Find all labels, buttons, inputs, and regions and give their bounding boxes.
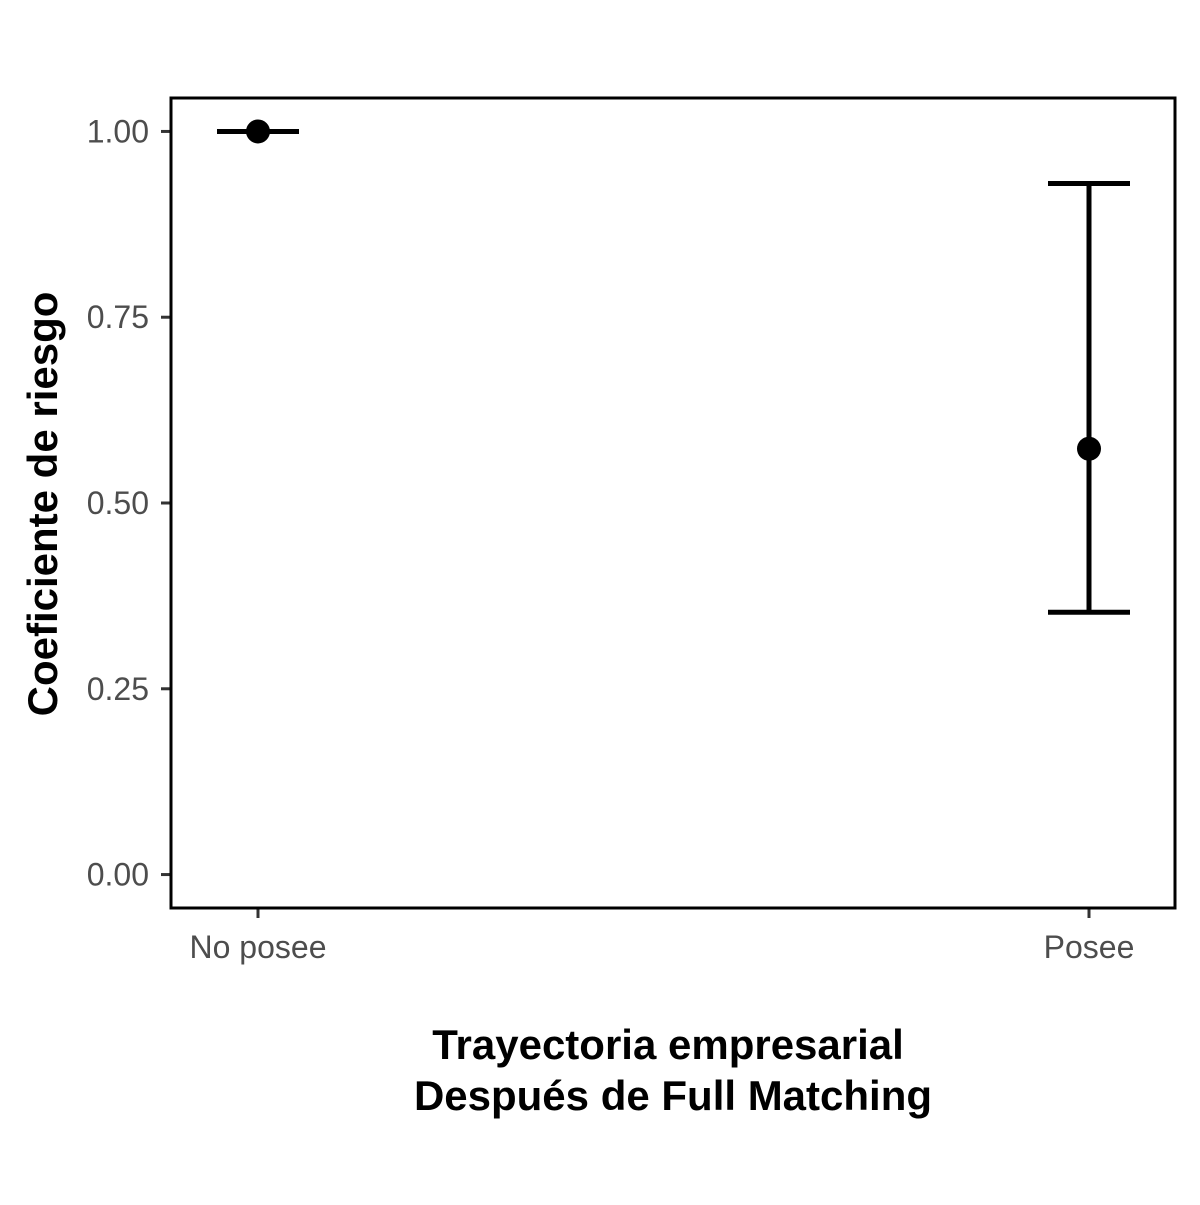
plot-panel-background [171,98,1175,908]
x-axis-title-line-2: Después de Full Matching [414,1072,932,1119]
y-axis-title: Coeficiente de riesgo [19,292,66,717]
x-axis-title-line-1: Trayectoria empresarial [432,1021,904,1068]
data-point [246,119,270,144]
y-tick-label: 0.25 [87,671,149,707]
y-tick-label: 0.00 [87,857,149,893]
y-tick-label: 0.50 [87,485,149,521]
y-tick-label: 0.75 [87,299,149,335]
x-tick-label: No posee [190,929,327,965]
y-tick-label: 1.00 [87,113,149,149]
y-axis: 0.00 0.25 0.50 0.75 1.00 [87,113,171,893]
data-point [1077,436,1101,461]
data-marks [217,119,1130,615]
x-axis: No posee Posee [190,908,1135,965]
plot-panel-border [169,96,1177,910]
x-tick-label: Posee [1044,929,1135,965]
